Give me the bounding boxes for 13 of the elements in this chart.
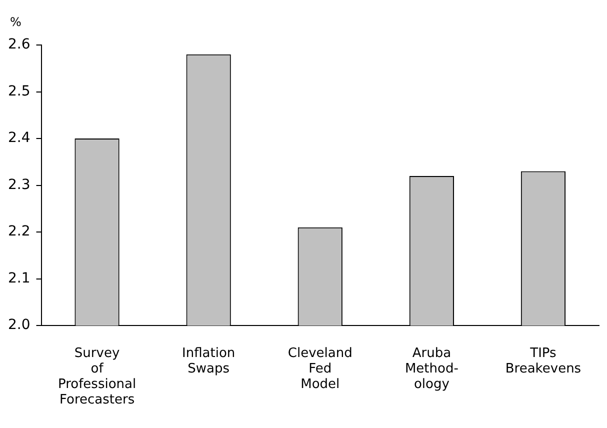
y-tick-label: 2.5 [8, 83, 30, 100]
x-tick-label: Cleveland Fed Model [288, 346, 352, 392]
x-tick-label: Inflation Swaps [182, 346, 236, 376]
y-tick-label: 2.4 [8, 130, 30, 146]
x-tick-label: Survey of Professional Forecasters [58, 346, 136, 408]
x-tick-label: Aruba Method- ology [404, 346, 459, 392]
y-tick-label: 2.1 [8, 270, 30, 286]
y-tick-label: 2.3 [8, 176, 30, 193]
y-tick-label: 2.2 [8, 224, 30, 240]
x-tick-label: TIPs Breakevens [505, 346, 582, 376]
y-axis-title: % [10, 15, 22, 30]
y-tick-label: 2.6 [8, 36, 30, 53]
y-tick-label: 2.0 [8, 317, 30, 334]
